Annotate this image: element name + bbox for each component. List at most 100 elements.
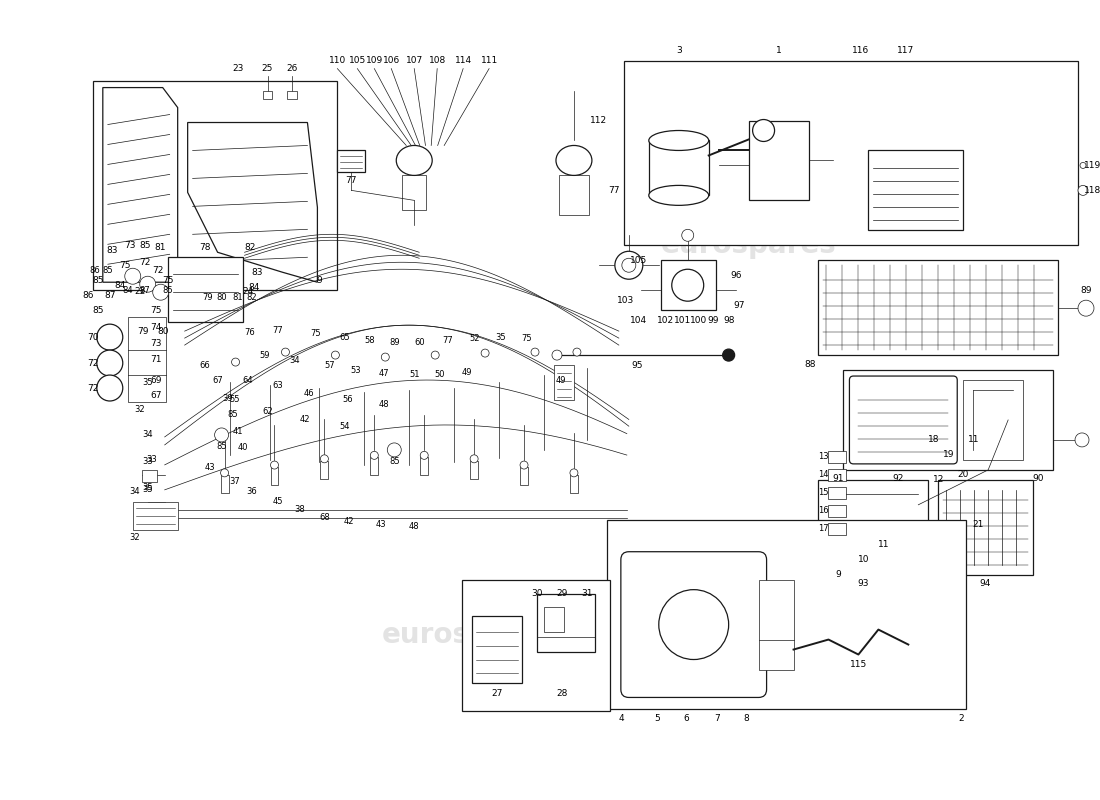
Text: 75: 75: [162, 276, 174, 285]
Circle shape: [221, 469, 229, 477]
Text: eurospares: eurospares: [661, 231, 836, 259]
Circle shape: [570, 469, 578, 477]
Text: 103: 103: [617, 296, 635, 305]
Text: 64: 64: [242, 375, 253, 385]
Text: 77: 77: [272, 326, 283, 334]
Bar: [964, 380, 1023, 460]
Ellipse shape: [752, 119, 774, 142]
Text: 26: 26: [287, 64, 298, 73]
Text: 22: 22: [134, 286, 145, 296]
Text: 79: 79: [202, 293, 213, 302]
Text: 69: 69: [150, 375, 162, 385]
Text: 81: 81: [232, 293, 243, 302]
Text: 9: 9: [836, 570, 842, 579]
Bar: [661, 260, 716, 310]
Bar: [128, 317, 166, 402]
Bar: [818, 480, 928, 574]
Text: 27: 27: [492, 689, 503, 698]
Text: 46: 46: [304, 389, 315, 398]
Text: 104: 104: [630, 316, 648, 325]
Text: 100: 100: [690, 316, 707, 325]
Bar: [624, 61, 1078, 246]
Text: 111: 111: [481, 56, 497, 65]
Text: 59: 59: [260, 350, 270, 359]
Text: 76: 76: [244, 328, 255, 337]
Polygon shape: [188, 122, 318, 282]
Text: 82: 82: [246, 293, 256, 302]
Bar: [818, 260, 1058, 355]
Text: 57: 57: [324, 361, 334, 370]
Text: 99: 99: [707, 316, 718, 325]
Text: 55: 55: [229, 395, 240, 405]
Circle shape: [271, 461, 278, 469]
Bar: [470, 461, 478, 478]
Text: 37: 37: [229, 478, 240, 486]
Text: 2: 2: [958, 714, 964, 723]
Circle shape: [320, 455, 329, 463]
Circle shape: [659, 590, 728, 659]
Text: 102: 102: [657, 316, 674, 325]
Text: 35: 35: [142, 486, 153, 494]
Bar: [868, 150, 964, 230]
Bar: [420, 458, 428, 475]
Text: 3: 3: [675, 46, 682, 55]
Circle shape: [682, 230, 694, 242]
Polygon shape: [102, 87, 178, 282]
Circle shape: [382, 353, 389, 361]
Circle shape: [621, 258, 636, 272]
Bar: [142, 470, 156, 482]
Text: 75: 75: [310, 329, 321, 338]
Text: 17: 17: [818, 524, 828, 534]
Text: 7: 7: [714, 714, 719, 723]
Text: 25: 25: [262, 64, 273, 73]
Text: 74: 74: [150, 322, 162, 332]
Text: 85: 85: [92, 306, 103, 314]
Text: 90: 90: [1032, 474, 1044, 483]
Text: 86: 86: [89, 266, 100, 274]
Text: 40: 40: [238, 443, 248, 453]
Text: 75: 75: [119, 261, 131, 270]
Bar: [938, 480, 1033, 574]
Circle shape: [331, 351, 340, 359]
Text: 112: 112: [591, 116, 607, 125]
Text: 109: 109: [365, 56, 383, 65]
Text: 97: 97: [733, 301, 745, 310]
Bar: [287, 90, 297, 98]
Text: 23: 23: [232, 64, 243, 73]
Circle shape: [481, 349, 490, 357]
Bar: [828, 469, 846, 481]
Text: 73: 73: [124, 241, 135, 250]
Text: 85: 85: [228, 410, 238, 419]
Text: 93: 93: [858, 579, 869, 588]
Bar: [828, 487, 846, 499]
Text: 68: 68: [319, 514, 330, 522]
Text: 107: 107: [406, 56, 422, 65]
Bar: [828, 505, 846, 517]
Text: 92: 92: [893, 474, 904, 483]
Text: 1: 1: [776, 46, 781, 55]
Circle shape: [387, 443, 402, 457]
Text: 98: 98: [723, 316, 735, 325]
Text: 48: 48: [409, 522, 419, 531]
FancyBboxPatch shape: [849, 376, 957, 464]
Text: 83: 83: [252, 268, 263, 277]
Circle shape: [1080, 162, 1086, 169]
Text: 32: 32: [130, 534, 140, 542]
Bar: [554, 365, 574, 400]
Text: 105: 105: [630, 256, 648, 265]
Text: 47: 47: [379, 369, 389, 378]
Text: 42: 42: [299, 415, 310, 425]
Text: 21: 21: [972, 520, 983, 530]
Text: 114: 114: [454, 56, 472, 65]
Text: 119: 119: [1085, 161, 1100, 170]
Circle shape: [232, 358, 240, 366]
Text: 87: 87: [104, 290, 116, 300]
Text: 75: 75: [521, 334, 532, 342]
Text: 28: 28: [557, 689, 568, 698]
Text: 79: 79: [138, 326, 148, 336]
Text: 110: 110: [329, 56, 346, 65]
Text: 62: 62: [262, 407, 273, 417]
Circle shape: [124, 268, 141, 284]
Text: 77: 77: [442, 336, 452, 345]
Text: 13: 13: [818, 452, 828, 462]
